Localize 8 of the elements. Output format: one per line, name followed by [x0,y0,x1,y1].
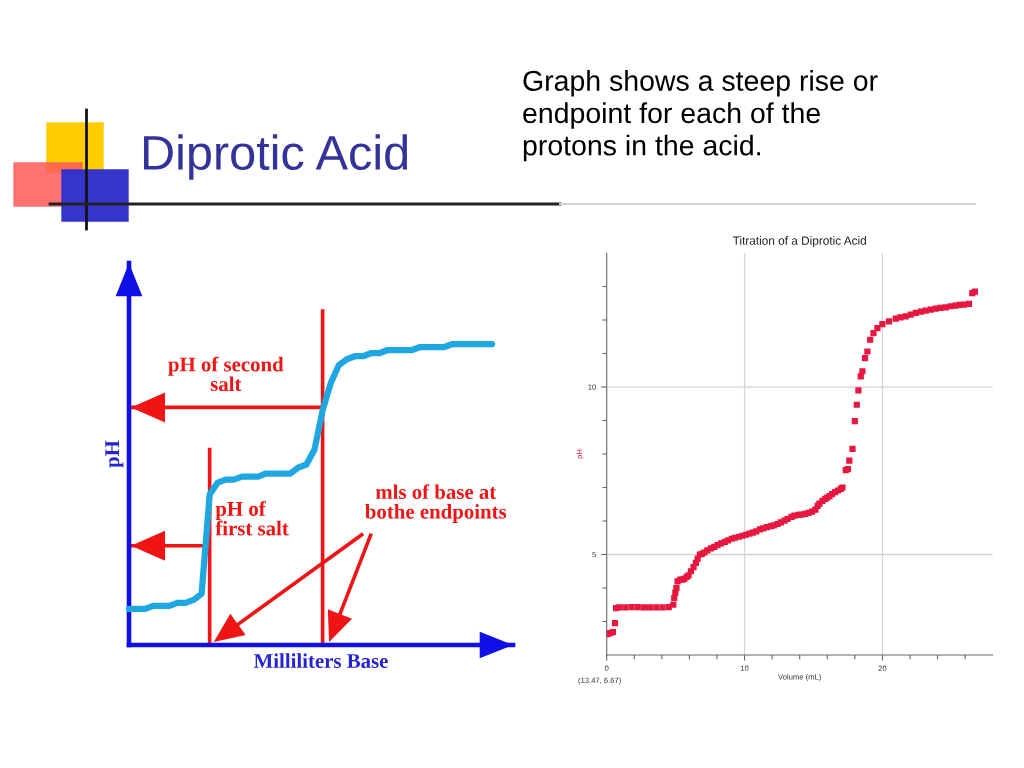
chart-subtitle: Graph shows a steep rise or endpoint for each of the protons in the acid. [523,70,878,162]
chart-title: Diprotic Acid [143,134,408,180]
annotation: mls of base at bothe endpoints [365,484,507,523]
ref-line-label: pH of second salt [168,356,284,392]
y-axis-title: pH [105,440,124,468]
chart-title: Titration of a Diprotic Acid [732,236,866,248]
x-axis-title: Milliliters Base [253,653,388,668]
ref-line-label: pH of first salt [215,501,289,536]
